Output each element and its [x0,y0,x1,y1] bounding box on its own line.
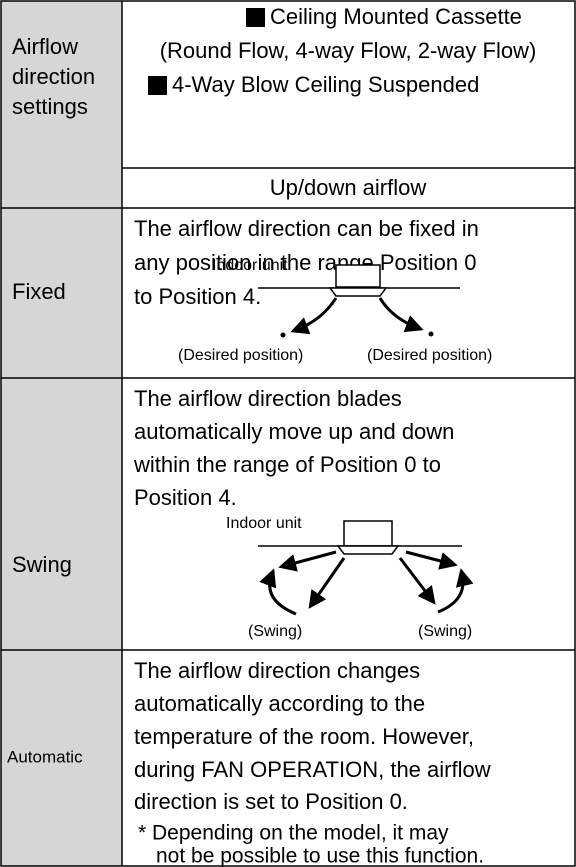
note: not be possible to use this function. [156,845,484,867]
swing-diagram [258,520,474,616]
diagram-label: (Swing) [418,623,472,640]
description: The airflow direction can be fixed in [134,216,479,241]
model-name: (Round Flow, 4-way Flow, 2-way Flow) [160,38,537,63]
bullet-square [246,8,265,27]
description: to Position 4. [134,284,261,309]
description: Position 4. [134,485,237,510]
header-label: direction [12,64,95,89]
unit-label: Indoor unit [212,257,288,274]
description: automatically move up and down [134,419,454,444]
row-label: Fixed [12,279,66,304]
model-name: Ceiling Mounted Cassette [270,4,522,29]
label-column [1,1,122,866]
model-name: 4-Way Blow Ceiling Suspended [172,72,479,97]
note: * Depending on the model, it may [138,822,449,845]
header-label: Airflow [12,34,78,59]
header-label: settings [12,94,88,119]
description: temperature of the room. However, [134,724,474,749]
description: The airflow direction blades [134,386,402,411]
description: any position in the range Position 0 [134,250,476,275]
description: The airflow direction changes [134,658,420,683]
description: within the range of Position 0 to [133,452,441,477]
description: automatically according to the [134,691,425,716]
diagram-label: (Desired position) [178,347,303,364]
diagram-label: (Swing) [248,623,302,640]
row-label: Automatic [7,747,83,766]
row-label: Swing [12,552,72,577]
bullet-square [148,76,167,95]
column-heading: Up/down airflow [270,175,427,200]
description: during FAN OPERATION, the airflow [134,757,491,782]
diagram-label: (Desired position) [367,347,492,364]
unit-label: Indoor unit [226,515,302,532]
description: direction is set to Position 0. [134,789,408,814]
fixed-diagram [258,264,460,338]
